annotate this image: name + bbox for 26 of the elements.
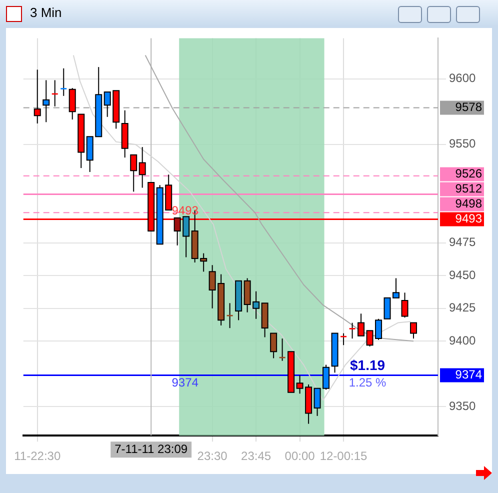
chart-title: 3 Min	[30, 5, 62, 20]
ref-line-label: 9374	[455, 368, 482, 382]
candlestick	[349, 322, 356, 340]
y-tick-label: 9425	[449, 300, 476, 315]
ref-line-label: 9493	[455, 212, 482, 226]
y-tick-label: 9475	[449, 235, 476, 250]
x-tick-label: 23:45	[241, 449, 272, 464]
candlestick	[60, 68, 67, 96]
x-tick-label: 11-22:30	[14, 449, 61, 464]
x-tick-label: 00:00	[284, 449, 316, 464]
ref-line-label: 9512	[455, 182, 482, 196]
annotation: 9374	[172, 376, 199, 390]
ref-line-label: 7-11-11 23:09	[114, 442, 188, 456]
x-tick-label: 12-00:15	[320, 449, 368, 464]
y-tick-label: 9400	[449, 333, 476, 348]
ref-line-label: 9578	[455, 100, 482, 114]
y-tick-label: 9450	[449, 268, 476, 282]
ref-line-label: 9498	[455, 196, 482, 211]
y-tick-label: 9600	[449, 71, 476, 86]
y-tick-label: 9350	[449, 399, 476, 414]
ref-line-label: 9526	[455, 166, 482, 181]
y-tick-label: 9550	[449, 136, 476, 151]
annotation: 1.25 %	[348, 376, 387, 390]
x-tick-label: 23:30	[197, 449, 228, 464]
annotation: $1.19	[350, 357, 386, 374]
annotation: 9493	[172, 204, 199, 218]
